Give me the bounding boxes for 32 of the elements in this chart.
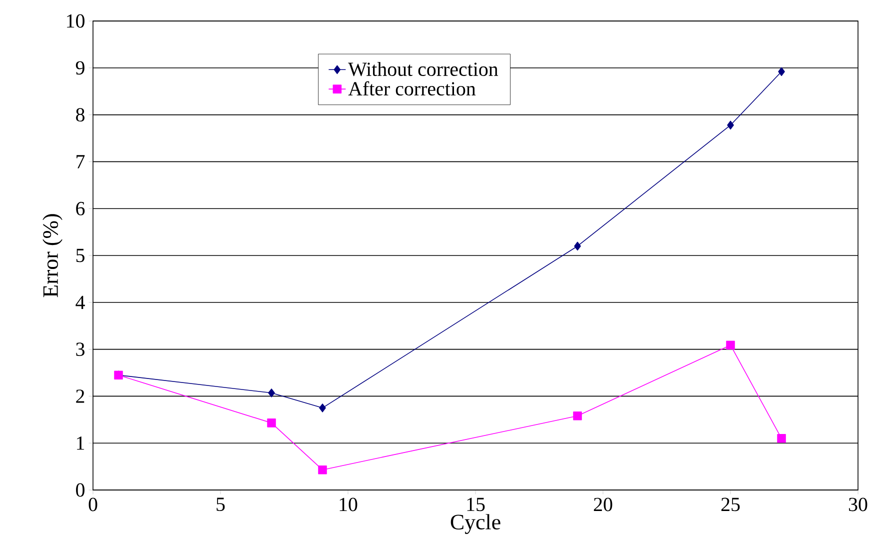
y-tick-label: 4 bbox=[76, 296, 85, 309]
legend-label: Without correction bbox=[348, 62, 498, 76]
y-tick-label: 7 bbox=[76, 155, 85, 168]
legend-label: After correction bbox=[348, 81, 476, 96]
y-tick-label: 9 bbox=[76, 61, 84, 75]
x-axis-title: Cycle bbox=[450, 514, 500, 534]
y-tick-label: 5 bbox=[76, 248, 84, 262]
x-tick-label: 5 bbox=[216, 498, 225, 512]
y-tick-label: 3 bbox=[76, 342, 84, 356]
y-tick-label: 10 bbox=[67, 14, 84, 28]
point bbox=[778, 67, 785, 76]
y-tick-label: 0 bbox=[76, 483, 84, 497]
y-tick-label: 8 bbox=[76, 108, 84, 122]
x-tick-label: 10 bbox=[340, 498, 358, 512]
y-tick-label: 6 bbox=[76, 202, 85, 216]
y-tick-label: 1 bbox=[77, 436, 84, 450]
point bbox=[319, 404, 326, 412]
point bbox=[318, 465, 327, 474]
x-tick-label: 0 bbox=[88, 498, 98, 512]
x-tick-label: 20 bbox=[594, 498, 612, 512]
point bbox=[573, 412, 582, 420]
point bbox=[267, 418, 276, 428]
y-axis-title: Error (%) bbox=[42, 214, 62, 298]
x-tick-label: 25 bbox=[721, 498, 740, 512]
point bbox=[574, 242, 581, 250]
point bbox=[777, 434, 786, 443]
point bbox=[726, 340, 735, 350]
point bbox=[268, 388, 275, 398]
x-tick-label: 30 bbox=[848, 498, 868, 512]
x-tick-label: 15 bbox=[467, 498, 485, 512]
point bbox=[727, 120, 734, 130]
y-tick-label: 2 bbox=[76, 390, 84, 403]
